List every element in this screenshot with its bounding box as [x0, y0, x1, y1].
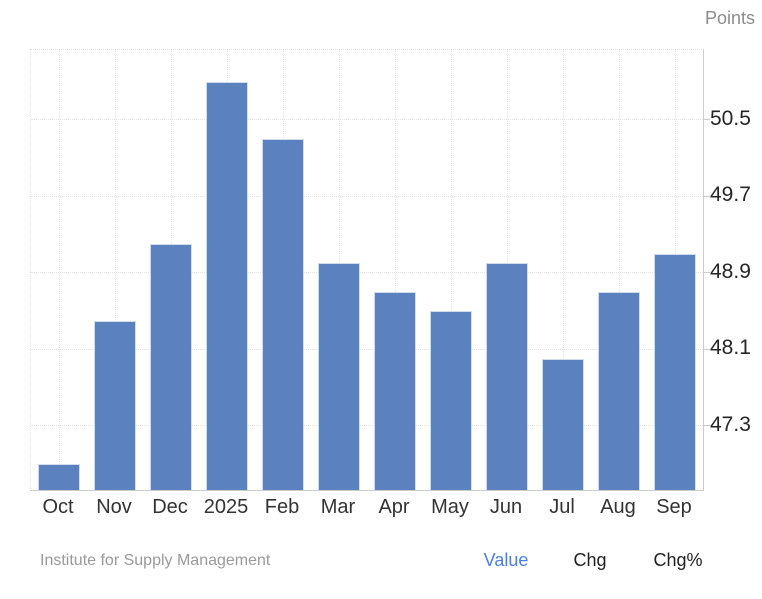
tab-chg[interactable]: Chg	[573, 550, 607, 570]
y-axis-tick	[703, 119, 710, 121]
vertical-gridline	[58, 50, 60, 490]
bar-2025[interactable]	[206, 81, 248, 490]
x-label-jul: Jul	[549, 496, 575, 518]
x-label-2025: 2025	[203, 496, 249, 518]
y-axis-title: Points	[704, 8, 755, 28]
bar-nov[interactable]	[94, 320, 136, 490]
plot-area	[30, 49, 710, 491]
x-label-apr: Apr	[378, 496, 410, 518]
vertical-gridline	[562, 50, 564, 490]
y-tick-label: 50.5	[710, 106, 751, 130]
vertical-gridline	[450, 50, 452, 490]
horizontal-gridline	[31, 425, 703, 427]
x-label-nov: Nov	[96, 496, 132, 518]
bar-apr[interactable]	[374, 292, 416, 490]
bar-sep[interactable]	[654, 253, 696, 490]
horizontal-gridline	[31, 348, 703, 350]
bar-oct[interactable]	[38, 464, 80, 490]
x-label-may: May	[431, 496, 469, 518]
vertical-gridline	[618, 50, 620, 490]
bar-feb[interactable]	[262, 138, 304, 490]
vertical-gridline	[114, 50, 116, 490]
tab-chg-pct[interactable]: Chg%	[653, 550, 703, 570]
x-label-aug: Aug	[600, 496, 636, 518]
bar-mar[interactable]	[318, 263, 360, 490]
y-axis-tick	[703, 195, 710, 197]
horizontal-gridline	[31, 272, 703, 274]
y-tick-label: 48.9	[710, 259, 751, 283]
horizontal-gridline	[31, 119, 703, 121]
horizontal-gridline	[31, 195, 703, 197]
bar-aug[interactable]	[598, 292, 640, 490]
bar-jun[interactable]	[486, 263, 528, 490]
x-label-jun: Jun	[489, 496, 523, 518]
vertical-gridline	[394, 50, 396, 490]
x-label-feb: Feb	[264, 496, 300, 518]
bar-dec[interactable]	[150, 244, 192, 490]
y-tick-label: 48.1	[710, 336, 751, 360]
bar-jul[interactable]	[542, 358, 584, 490]
tab-value[interactable]: Value	[483, 550, 529, 570]
x-label-mar: Mar	[320, 496, 356, 518]
x-label-dec: Dec	[152, 496, 188, 518]
y-tick-label: 49.7	[710, 183, 751, 207]
source-attribution-link[interactable]: Institute for Supply Management	[40, 552, 271, 569]
y-axis-tick	[703, 425, 710, 427]
y-axis-tick	[703, 348, 710, 350]
y-tick-label: 47.3	[710, 412, 751, 436]
bar-may[interactable]	[430, 311, 472, 490]
y-axis-tick	[703, 272, 710, 274]
x-label-oct: Oct	[42, 496, 74, 518]
x-label-sep: Sep	[656, 496, 692, 518]
